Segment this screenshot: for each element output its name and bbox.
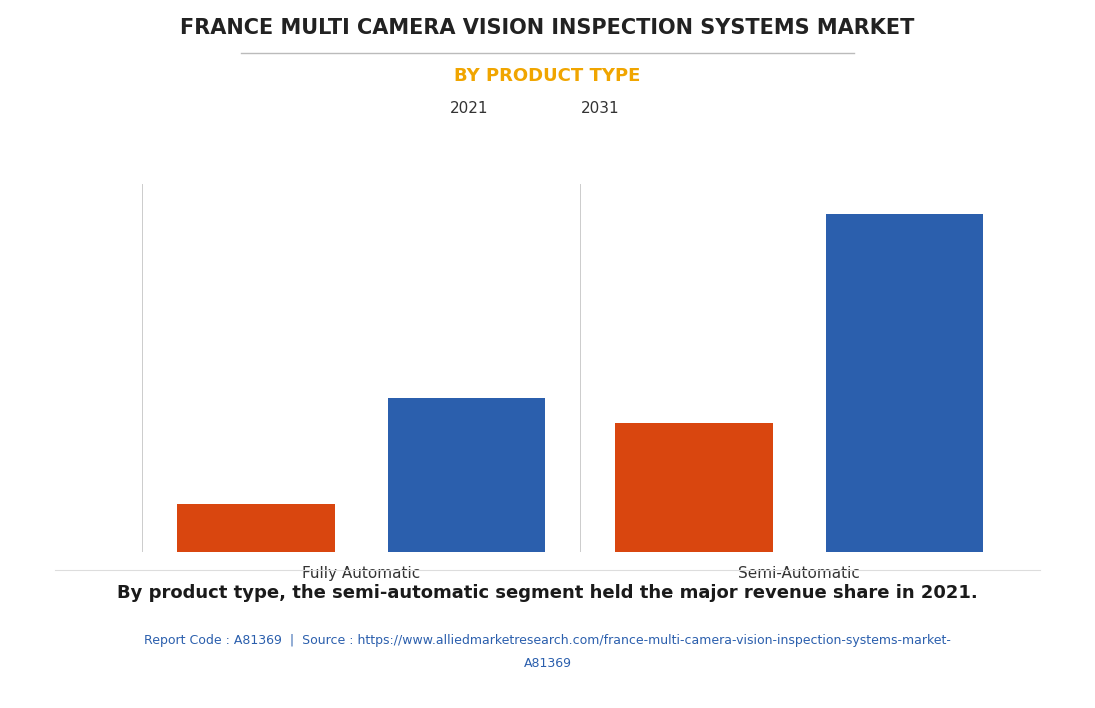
Text: FRANCE MULTI CAMERA VISION INSPECTION SYSTEMS MARKET: FRANCE MULTI CAMERA VISION INSPECTION SY… <box>181 18 914 38</box>
Text: 2021: 2021 <box>449 101 488 116</box>
Text: BY PRODUCT TYPE: BY PRODUCT TYPE <box>454 67 641 85</box>
Bar <box>826 214 983 552</box>
Text: Report Code : A81369  |  Source : https://www.alliedmarketresearch.com/france-mu: Report Code : A81369 | Source : https://… <box>145 634 950 646</box>
Text: By product type, the semi-automatic segment held the major revenue share in 2021: By product type, the semi-automatic segm… <box>117 584 978 602</box>
Bar <box>177 504 335 552</box>
Bar <box>615 423 773 552</box>
Bar <box>388 398 545 552</box>
Text: 2031: 2031 <box>580 101 620 116</box>
Text: A81369: A81369 <box>523 657 572 670</box>
